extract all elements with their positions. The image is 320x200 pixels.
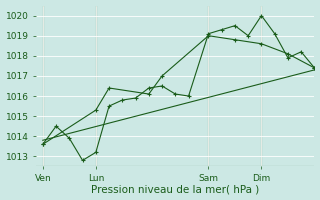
X-axis label: Pression niveau de la mer( hPa ): Pression niveau de la mer( hPa ) bbox=[91, 184, 260, 194]
